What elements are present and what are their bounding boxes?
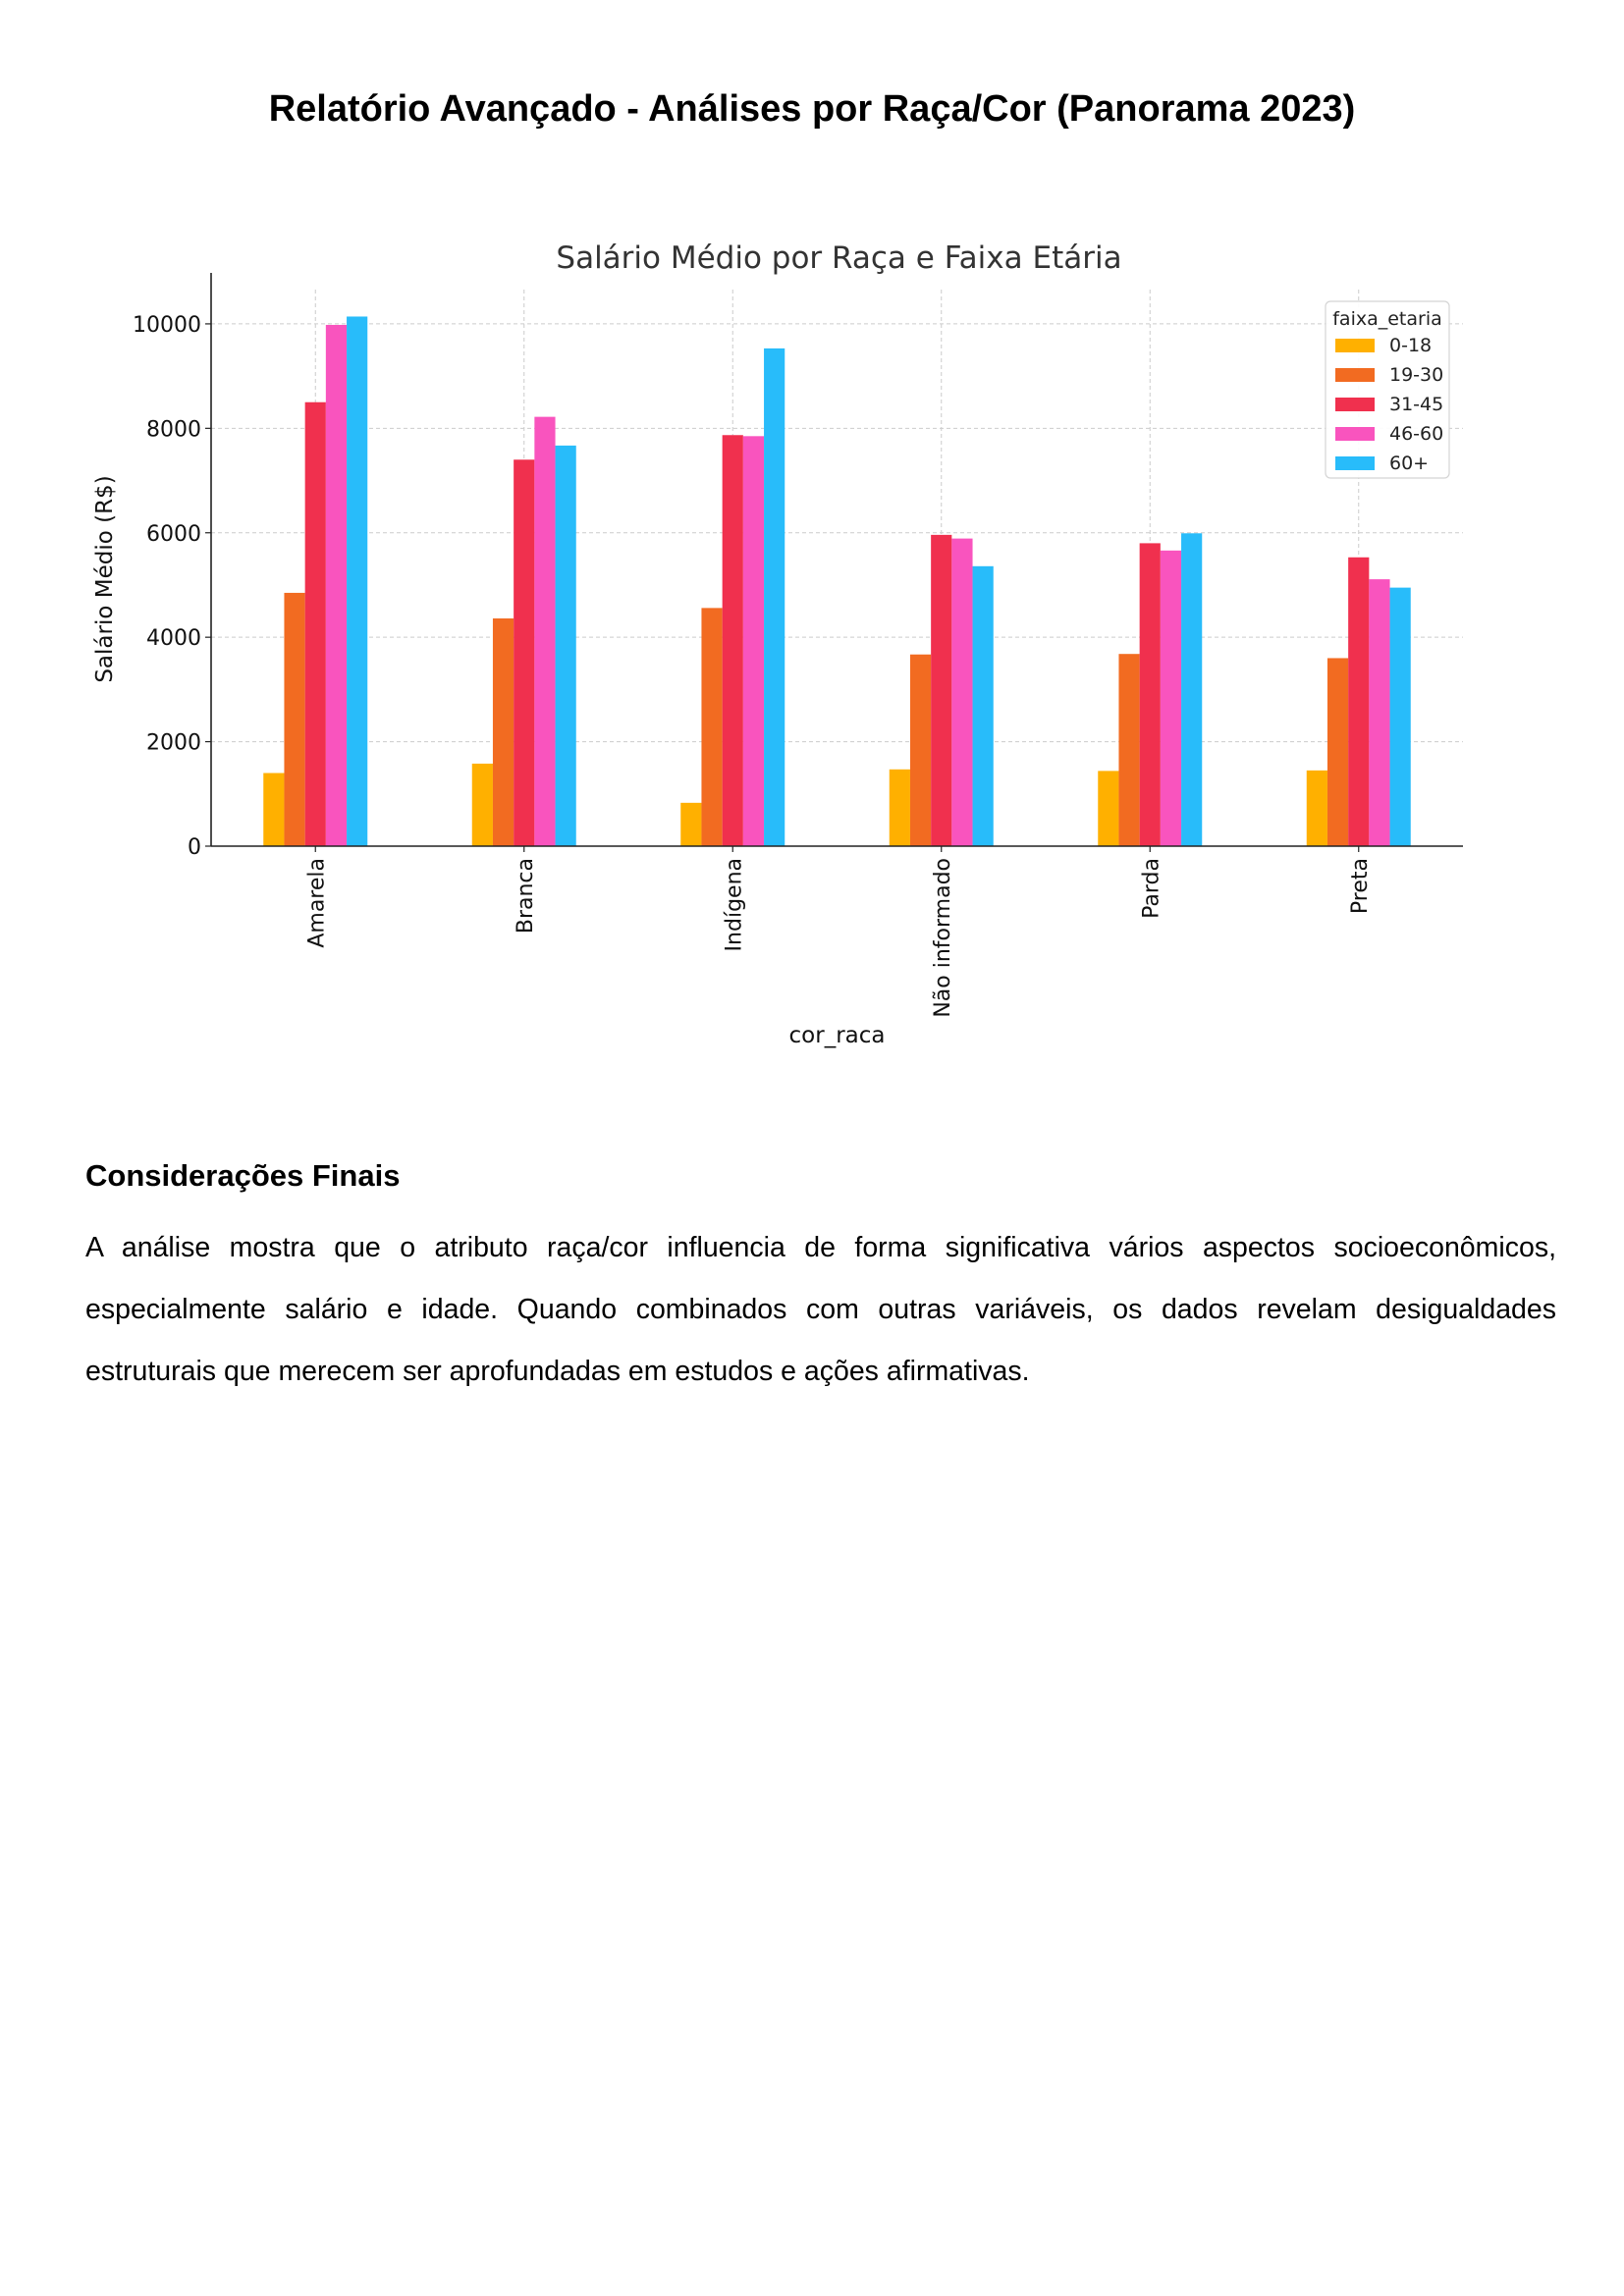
bar-31-45 xyxy=(304,401,326,846)
legend-label: 60+ xyxy=(1389,453,1429,474)
bar-31-45 xyxy=(514,459,535,846)
bar-0-18 xyxy=(1098,771,1119,846)
salary-chart-svg: 0 2000 4000 6000 8000 10000 Amarela Branca Indíg… xyxy=(92,240,1463,1048)
legend-swatch-46-60 xyxy=(1335,427,1375,441)
bar-19-30 xyxy=(1118,654,1140,846)
legend-swatch-0-18 xyxy=(1335,339,1375,352)
bar-60+ xyxy=(347,316,368,846)
legend-label: 0-18 xyxy=(1389,335,1432,356)
y-tick-label: 8000 xyxy=(146,417,201,442)
y-tick-label: 10000 xyxy=(133,313,201,338)
bar-31-45 xyxy=(722,435,743,846)
legend-swatch-60+ xyxy=(1335,456,1375,470)
bar-60+ xyxy=(972,565,994,846)
bar-19-30 xyxy=(492,618,514,846)
bar-0-18 xyxy=(263,773,285,846)
legend-label: 46-60 xyxy=(1389,423,1443,445)
bar-31-45 xyxy=(931,534,952,846)
bar-46-60 xyxy=(325,324,348,847)
y-tick-label: 2000 xyxy=(146,731,201,756)
x-tick-label: Amarela xyxy=(304,858,329,948)
bar-46-60 xyxy=(1160,550,1182,846)
bar-19-30 xyxy=(1326,658,1349,846)
bar-46-60 xyxy=(1369,579,1390,846)
x-tick-label: Preta xyxy=(1348,858,1373,914)
chart-title: Salário Médio por Raça e Faixa Etária xyxy=(556,240,1121,276)
bar-0-18 xyxy=(471,763,493,846)
x-tick-label: Indígena xyxy=(722,858,746,951)
y-axis-title: Salário Médio (R$) xyxy=(92,475,118,682)
bar-31-45 xyxy=(1348,557,1370,846)
salary-chart: 0 2000 4000 6000 8000 10000 Amarela Branca Indíg… xyxy=(79,236,1492,1080)
x-axis-title: cor_raca xyxy=(789,1023,886,1048)
bar-19-30 xyxy=(701,608,723,846)
section-body: A análise mostra que o atributo raça/cor… xyxy=(85,1232,1556,1387)
bar-0-18 xyxy=(1306,770,1327,846)
x-tick-label: Não informado xyxy=(931,858,955,1018)
bar-46-60 xyxy=(951,538,973,846)
bar-60+ xyxy=(1389,587,1411,846)
y-tick-label: 6000 xyxy=(146,522,201,547)
y-tick-label: 0 xyxy=(188,835,201,860)
x-tick-label: Parda xyxy=(1139,858,1164,919)
bar-31-45 xyxy=(1139,543,1161,846)
bar-0-18 xyxy=(680,802,702,846)
legend-swatch-19-30 xyxy=(1335,368,1375,382)
y-tick-label: 4000 xyxy=(146,626,201,651)
bar-60+ xyxy=(1181,533,1203,846)
bar-60+ xyxy=(555,445,576,846)
legend-swatch-31-45 xyxy=(1335,398,1375,411)
x-tick-label: Branca xyxy=(514,858,538,934)
legend-label: 19-30 xyxy=(1389,364,1443,386)
bar-60+ xyxy=(764,347,785,846)
bar-0-18 xyxy=(889,769,910,846)
section-heading: Considerações Finais xyxy=(85,1158,401,1193)
legend-title: faixa_etaria xyxy=(1332,308,1442,330)
bar-46-60 xyxy=(742,436,765,846)
bar-19-30 xyxy=(284,592,305,846)
page-title: Relatório Avançado - Análises por Raça/C… xyxy=(268,88,1356,130)
bar-19-30 xyxy=(909,654,932,846)
legend-label: 31-45 xyxy=(1389,394,1443,415)
bar-46-60 xyxy=(534,416,556,846)
